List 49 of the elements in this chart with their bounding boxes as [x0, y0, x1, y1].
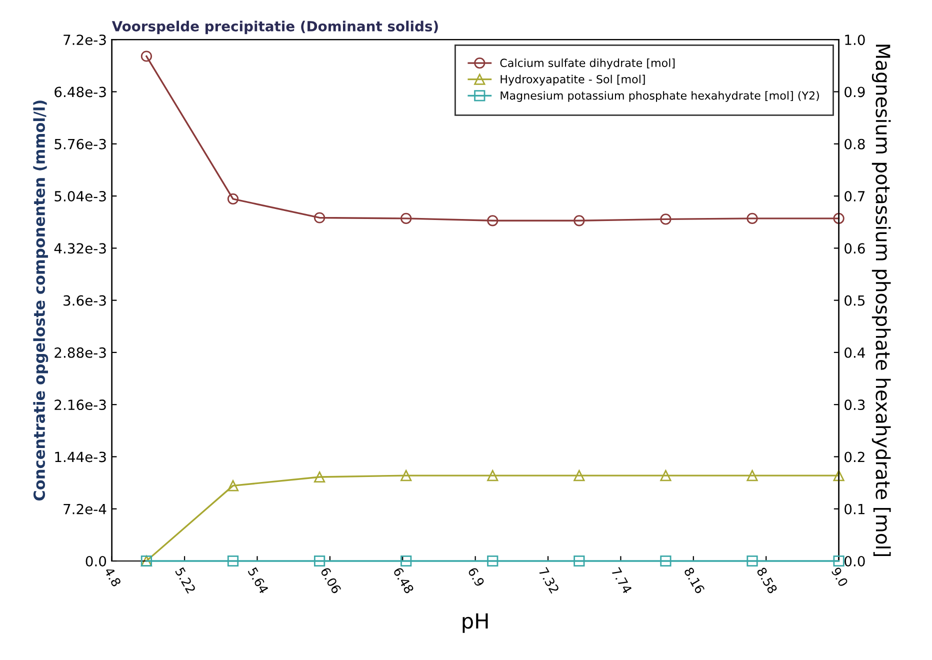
y-tick-label: 2.16e-3 [54, 400, 106, 410]
point [227, 193, 239, 204]
y2-tick-label: 0.7 [844, 190, 865, 202]
point [400, 212, 412, 224]
point [660, 470, 672, 482]
y-tick-label: 6.48e-3 [54, 86, 106, 98]
y-tick-label: 4.32e-3 [54, 243, 106, 254]
y2-tick-label: 0.9 [844, 86, 865, 98]
point [574, 215, 585, 226]
point [400, 470, 412, 482]
point [314, 212, 326, 224]
y-tick-label: 5.04e-3 [54, 190, 106, 202]
legend-label: Magnesium potassium phosphate hexahydrate [mol] (Y2) [500, 91, 819, 102]
point [574, 470, 585, 482]
y-tick-label: 5.76e-3 [54, 138, 106, 150]
y-tick-label: 7.2e-3 [64, 34, 106, 46]
point [487, 215, 498, 226]
y2-tick-label: 0.0 [844, 556, 865, 566]
y2-tick-label: 0.4 [844, 347, 865, 358]
y2-tick-label: 1.0 [845, 34, 865, 46]
y2-tick-label: 0.8 [844, 138, 865, 150]
point [746, 212, 758, 224]
point [314, 471, 326, 483]
legend-label: Hydroxyapatite - Sol [mol] [500, 74, 645, 86]
y2-tick-label: 0.2 [844, 452, 864, 462]
y2-tick-label: 0.6 [844, 243, 865, 254]
y2-tick-label: 0.1 [844, 504, 864, 514]
y-tick-label: 2.88e-3 [54, 347, 106, 358]
y-tick-label: 7.2e-4 [64, 504, 106, 514]
legend-label: Calcium sulfate dihydrate [mol] [500, 58, 675, 70]
y-tick-label: 1.44e-3 [55, 452, 106, 462]
y2-axis-title: Magnesium potassium phosphate hexahydrate [mol] [872, 44, 891, 556]
x-axis-title: pH [462, 613, 488, 633]
y-tick-label: 3.6e-3 [64, 295, 106, 306]
chart-title: Voorspelde precipitatie (Dominant solids) [112, 20, 438, 34]
y-axis-title: Concentratie opgeloste componenten (mmol/l) [33, 100, 48, 501]
point [833, 470, 844, 482]
point [660, 214, 672, 225]
y-tick-label: 0.0 [86, 556, 106, 566]
point [746, 470, 758, 482]
point [227, 480, 239, 492]
x-tick-label: 4.8 [104, 566, 122, 588]
x-tick-label: 9.0 [831, 566, 848, 588]
x-tick-label: 6.9 [468, 566, 485, 588]
y2-tick-label: 0.5 [844, 295, 865, 306]
point [833, 212, 844, 224]
point [487, 470, 498, 482]
point [140, 50, 152, 62]
y2-tick-label: 0.3 [844, 400, 865, 410]
